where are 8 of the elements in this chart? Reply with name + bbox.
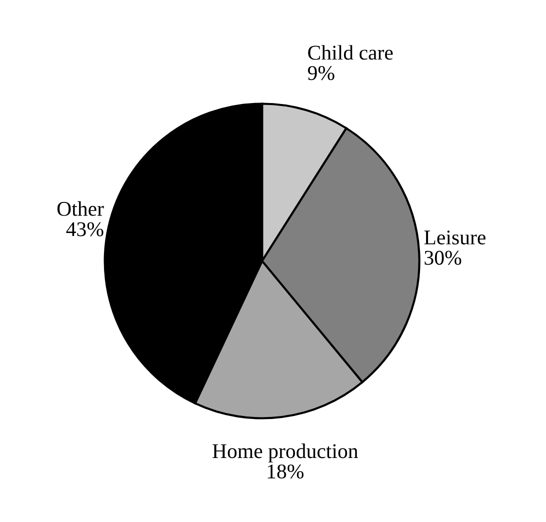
data-label: 9% — [308, 66, 334, 80]
data-label: 18% — [268, 464, 304, 479]
slice-label: Home production — [212, 444, 358, 462]
data-label: 43% — [66, 222, 104, 236]
data-label: 30% — [424, 250, 462, 265]
slice-label: Other — [57, 201, 104, 216]
slice-label: Leisure — [424, 230, 486, 244]
slice-label: Child care — [308, 45, 393, 60]
